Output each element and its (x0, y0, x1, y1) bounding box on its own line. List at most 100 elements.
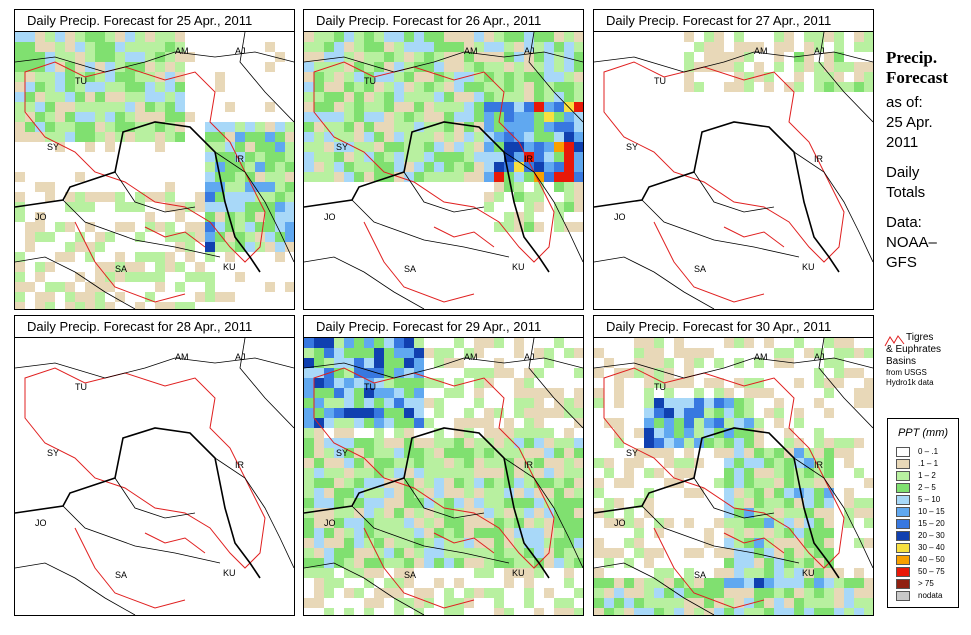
country-label: SA (694, 570, 706, 580)
panel-title: Daily Precip. Forecast for 26 Apr., 2011 (304, 10, 583, 32)
country-label: TU (75, 76, 87, 86)
country-label: JO (614, 212, 626, 222)
legend-swatch (896, 507, 910, 517)
legend-label: 1 – 2 (918, 471, 936, 480)
legend-row: 5 – 10 (888, 494, 958, 506)
legend-swatch (896, 555, 910, 565)
country-label: SY (336, 142, 348, 152)
legend-row: 20 – 30 (888, 530, 958, 542)
legend-swatch (896, 543, 910, 553)
country-label: AM (175, 352, 189, 362)
country-label: KU (802, 262, 815, 272)
country-label: AJ (814, 352, 825, 362)
legend-row: 40 – 50 (888, 554, 958, 566)
forecast-panel-6: Daily Precip. Forecast for 30 Apr., 2011… (593, 315, 874, 616)
country-label: KU (512, 568, 525, 578)
precip-map-30-apr: AM AJ TU SY IR JO SA KU (594, 338, 873, 615)
legend-label: 40 – 50 (918, 555, 945, 564)
legend-swatch (896, 459, 910, 469)
country-label: AJ (524, 352, 535, 362)
data-line3: GFS (886, 254, 917, 271)
legend-swatch (896, 471, 910, 481)
basin-line3: Basins (886, 356, 917, 367)
forecast-panel-3: Daily Precip. Forecast for 27 Apr., 2011… (593, 9, 874, 310)
legend-label: > 75 (918, 579, 934, 588)
country-label: SA (115, 570, 127, 580)
legend-label: .1 – 1 (918, 459, 939, 468)
asof-date-line1: 25 Apr. (886, 114, 933, 131)
country-label: AJ (235, 46, 246, 56)
precip-map-28-apr: AM AJ TU SY IR JO SA KU (15, 338, 294, 615)
legend-row: nodata (888, 590, 958, 602)
data-line1: Data: (886, 214, 922, 231)
country-label: AM (464, 46, 478, 56)
forecast-panel-4: Daily Precip. Forecast for 28 Apr., 2011… (14, 315, 295, 616)
legend-row: .1 – 1 (888, 458, 958, 470)
country-label: SA (694, 264, 706, 274)
legend-swatch (896, 483, 910, 493)
basin-line1: Tigres (906, 332, 934, 343)
country-label: SY (626, 142, 638, 152)
panel-title: Daily Precip. Forecast for 29 Apr., 2011 (304, 316, 583, 338)
country-label: IR (235, 154, 245, 164)
country-label: TU (364, 382, 376, 392)
legend-label: 2 – 5 (918, 483, 936, 492)
legend-label: 10 – 15 (918, 507, 945, 516)
country-label: IR (235, 460, 245, 470)
country-label: AM (464, 352, 478, 362)
legend-row: 15 – 20 (888, 518, 958, 530)
panel-title: Daily Precip. Forecast for 30 Apr., 2011 (594, 316, 873, 338)
country-label: KU (223, 568, 236, 578)
legend-label: 50 – 75 (918, 567, 945, 576)
legend-swatch (896, 591, 910, 601)
daily-line1: Daily (886, 164, 920, 181)
legend-swatch (896, 579, 910, 589)
legend-label: 0 – .1 (918, 447, 939, 456)
country-label: JO (614, 518, 626, 528)
legend-label: 20 – 30 (918, 531, 945, 540)
country-label: JO (35, 212, 47, 222)
forecast-panel-5: Daily Precip. Forecast for 29 Apr., 2011… (303, 315, 584, 616)
country-label: SA (115, 264, 127, 274)
basin-line-icon (884, 335, 905, 347)
side-info: Precip. Forecast as of: 25 Apr. 2011 Dai… (886, 48, 970, 273)
forecast-panel-2: Daily Precip. Forecast for 26 Apr., 2011… (303, 9, 584, 310)
precip-map-27-apr: AM AJ TU SY IR JO SA KU (594, 32, 873, 309)
country-label: TU (364, 76, 376, 86)
legend-label: 5 – 10 (918, 495, 941, 504)
side-title-line2: Forecast (886, 68, 948, 87)
data-line2: NOAA– (886, 234, 937, 251)
country-label: SY (626, 448, 638, 458)
country-label: TU (654, 382, 666, 392)
country-label: SY (336, 448, 348, 458)
legend-label: 15 – 20 (918, 519, 945, 528)
country-label: JO (324, 212, 336, 222)
country-label: AJ (524, 46, 535, 56)
country-label: JO (35, 518, 47, 528)
basin-line4: from USGS (886, 368, 927, 377)
country-label: AM (175, 46, 189, 56)
ppt-legend: PPT (mm) 0 – .1 .1 – 1 1 – 2 2 – 5 5 – 10 10 … (887, 418, 959, 608)
country-label: IR (814, 460, 824, 470)
forecast-panel-1: Daily Precip. Forecast for 25 Apr., 2011… (14, 9, 295, 310)
precip-map-26-apr: AM AJ TU SY IR JO SA KU (304, 32, 583, 309)
precip-map-29-apr: AM AJ TU SY IR JO SA KU (304, 338, 583, 615)
legend-swatch (896, 447, 910, 457)
country-label: IR (524, 460, 534, 470)
legend-row: 0 – .1 (888, 446, 958, 458)
legend-row: 10 – 15 (888, 506, 958, 518)
asof-label: as of: (886, 94, 923, 111)
country-label: SY (47, 142, 59, 152)
country-label: AJ (235, 352, 246, 362)
legend-swatch (896, 495, 910, 505)
country-label: KU (512, 262, 525, 272)
country-label: AM (754, 46, 768, 56)
panel-title: Daily Precip. Forecast for 25 Apr., 2011 (15, 10, 294, 32)
country-label: SA (404, 264, 416, 274)
country-label: TU (654, 76, 666, 86)
country-label: IR (524, 154, 534, 164)
legend-title: PPT (mm) (897, 427, 949, 439)
country-label: KU (223, 262, 236, 272)
basin-key: Tigres & Euphrates Basins from USGS Hydr… (882, 332, 971, 388)
panel-title: Daily Precip. Forecast for 27 Apr., 2011 (594, 10, 873, 32)
